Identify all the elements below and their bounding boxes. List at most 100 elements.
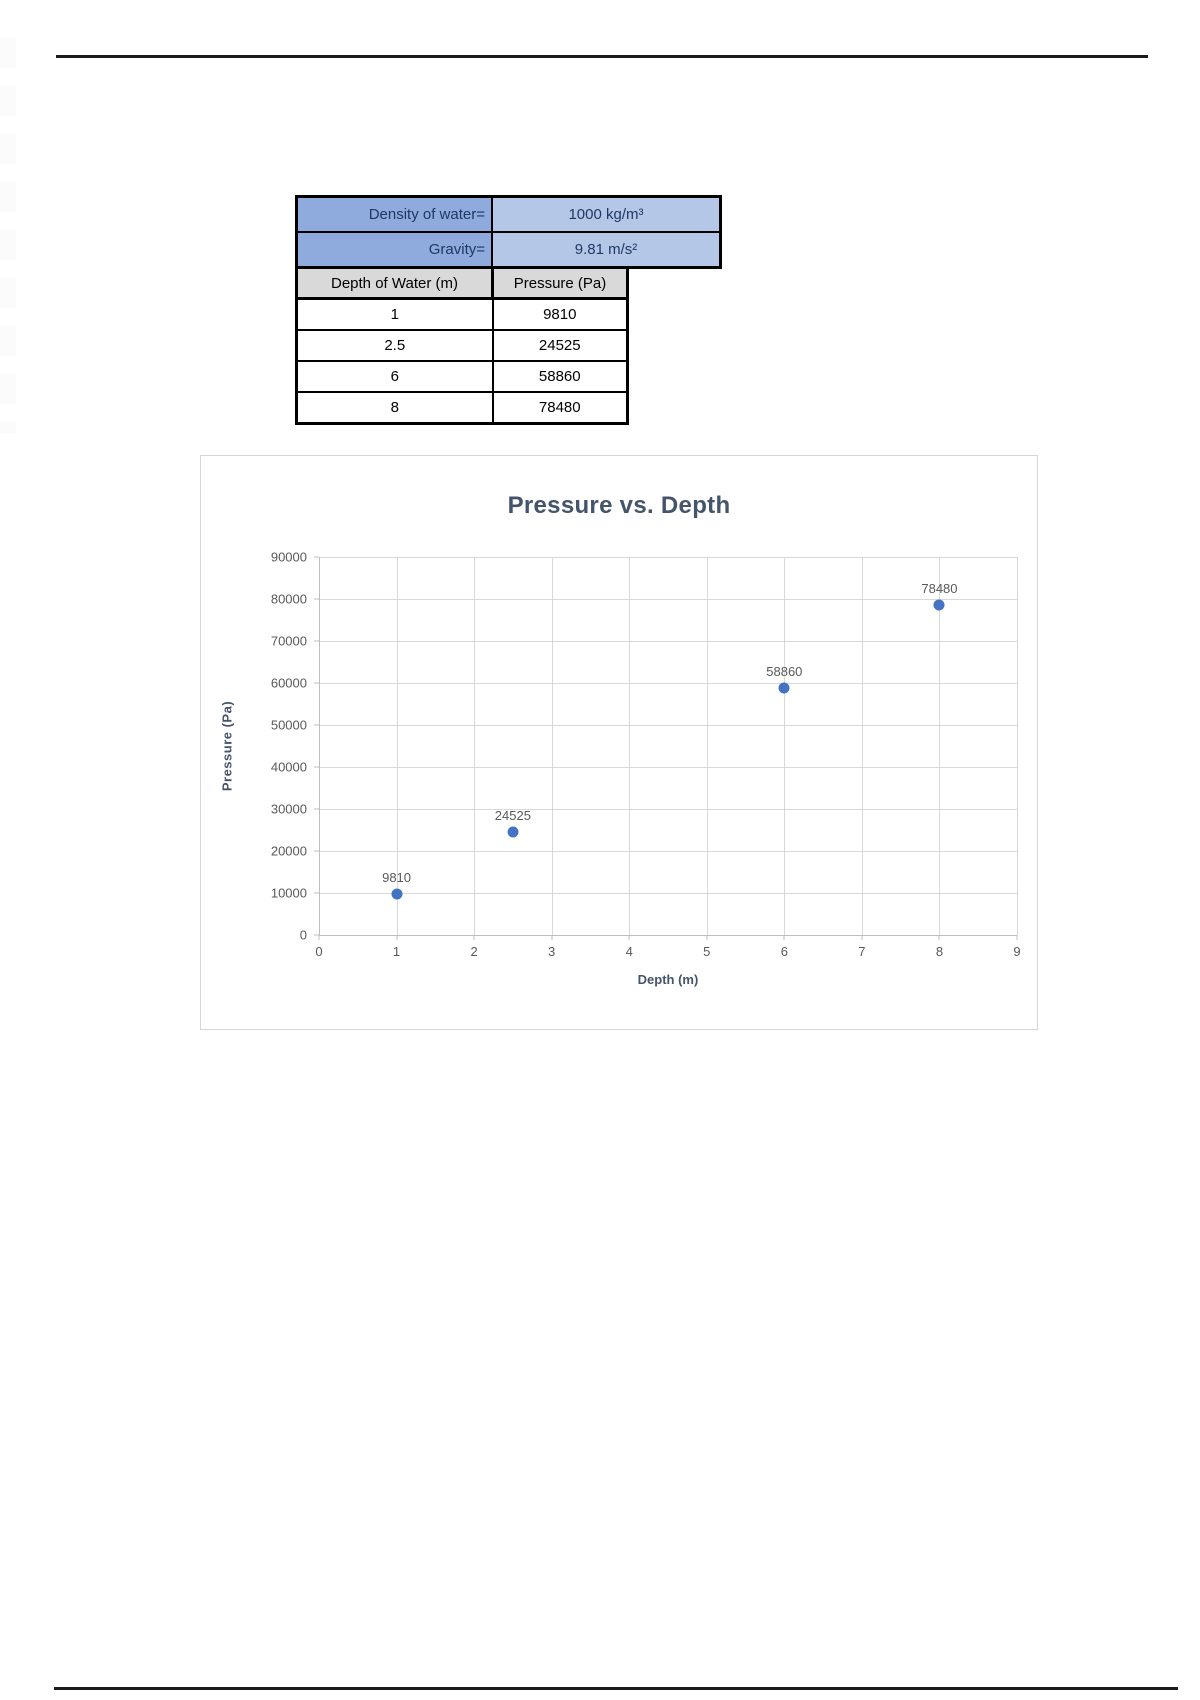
x-gridline (396, 557, 398, 935)
x-tick-mark (318, 935, 320, 940)
table-row: 2.5 24525 (295, 329, 629, 362)
y-tick-mark (314, 892, 319, 894)
y-gridline (319, 809, 1017, 810)
x-tick-label: 6 (780, 944, 788, 959)
data-label: 24525 (494, 807, 531, 823)
table-row: Density of water= 1000 kg/m³ (295, 195, 722, 233)
gravity-label-cell: Gravity= (295, 231, 493, 269)
y-gridline (319, 557, 1017, 558)
constants-table: Density of water= 1000 kg/m³ Gravity= 9.… (295, 195, 722, 269)
y-tick-mark (314, 724, 319, 726)
chart-title: Pressure vs. Depth (507, 492, 731, 519)
pressure-cell: 9810 (491, 297, 629, 331)
pressure-header-cell: Pressure (Pa) (491, 266, 629, 300)
x-tick-mark (938, 935, 940, 940)
x-tick-label: 7 (858, 944, 866, 959)
y-tick-label: 80000 (270, 591, 307, 607)
data-point (933, 599, 945, 611)
x-gridline (1017, 557, 1018, 935)
x-gridline (551, 557, 553, 935)
x-tick-mark (628, 935, 630, 940)
y-tick-label: 20000 (270, 843, 307, 859)
density-label-cell: Density of water= (295, 195, 493, 233)
x-tick-label: 5 (703, 944, 711, 959)
y-gridline (319, 725, 1017, 726)
data-table: Depth of Water (m) Pressure (Pa) 1 9810 … (295, 266, 629, 425)
y-tick-mark (314, 682, 319, 684)
table-row: Gravity= 9.81 m/s² (295, 231, 722, 269)
pressure-cell: 58860 (491, 360, 629, 393)
x-gridline (319, 557, 320, 935)
x-tick-label: 4 (625, 944, 633, 959)
data-label: 78480 (921, 581, 958, 597)
bottom-rule (54, 1687, 1178, 1690)
x-tick-mark (1016, 935, 1018, 940)
depth-cell: 6 (295, 360, 494, 393)
x-tick-mark (783, 935, 785, 940)
x-tick-mark (861, 935, 863, 940)
y-axis-title: Pressure (Pa) (219, 700, 235, 792)
plot-area: 0 10000 20000 30000 40000 50000 60000 70000 8000… (271, 550, 1021, 960)
x-tick-label: 8 (935, 944, 944, 959)
y-tick-label: 70000 (270, 633, 307, 649)
x-tick-mark (706, 935, 708, 940)
y-tick-label: 0 (299, 927, 307, 943)
x-tick-label: 1 (392, 944, 401, 959)
y-gridline (319, 767, 1017, 768)
left-edge-artifact (0, 38, 16, 433)
data-point (507, 826, 519, 838)
y-tick-mark (314, 556, 319, 558)
x-tick-label: 0 (315, 944, 323, 959)
y-tick-label: 30000 (270, 801, 307, 817)
data-label: 9810 (382, 869, 412, 885)
y-tick-mark (314, 850, 319, 852)
top-rule (56, 55, 1148, 58)
depth-cell: 8 (295, 391, 494, 425)
y-gridline (319, 893, 1017, 894)
x-gridline (706, 557, 708, 935)
density-value-cell: 1000 kg/m³ (491, 195, 722, 233)
data-point (778, 682, 790, 694)
scatter-chart: Pressure vs. Depth Pressure (Pa) 0 10000 2… (200, 455, 1038, 1030)
table-row: 6 58860 (295, 360, 629, 393)
y-gridline (319, 851, 1017, 852)
y-gridline (319, 683, 1017, 684)
x-tick-label: 9 (1013, 944, 1021, 959)
table-header-row: Depth of Water (m) Pressure (Pa) (295, 266, 629, 300)
x-tick-mark (396, 935, 398, 940)
y-gridline (319, 599, 1017, 600)
y-tick-mark (314, 640, 319, 642)
y-tick-label: 60000 (270, 675, 307, 691)
depth-header-cell: Depth of Water (m) (295, 266, 494, 300)
depth-cell: 2.5 (295, 329, 494, 362)
y-tick-label: 10000 (270, 885, 307, 901)
table-row: 8 78480 (295, 391, 629, 425)
x-tick-label: 2 (470, 944, 478, 959)
x-gridline (629, 557, 631, 935)
y-tick-label: 90000 (270, 549, 307, 565)
data-label: 58860 (766, 663, 803, 679)
x-tick-mark (473, 935, 475, 940)
y-tick-mark (314, 766, 319, 768)
x-tick-mark (551, 935, 553, 940)
x-gridline (474, 557, 476, 935)
x-gridline (784, 557, 786, 935)
y-tick-mark (314, 934, 319, 936)
pressure-cell: 24525 (491, 329, 629, 362)
y-tick-mark (314, 808, 319, 810)
y-tick-label: 40000 (270, 759, 307, 775)
gravity-value-cell: 9.81 m/s² (491, 231, 722, 269)
depth-cell: 1 (295, 297, 494, 331)
x-axis-title: Depth (m) (637, 972, 699, 987)
x-gridline (861, 557, 863, 935)
y-gridline (319, 935, 1017, 936)
table-row: 1 9810 (295, 297, 629, 331)
y-tick-label: 50000 (270, 717, 307, 733)
x-tick-label: 3 (548, 944, 556, 959)
x-gridline (939, 557, 941, 935)
y-tick-mark (314, 598, 319, 600)
data-point (391, 888, 403, 900)
y-gridline (319, 641, 1017, 642)
pressure-cell: 78480 (491, 391, 629, 425)
